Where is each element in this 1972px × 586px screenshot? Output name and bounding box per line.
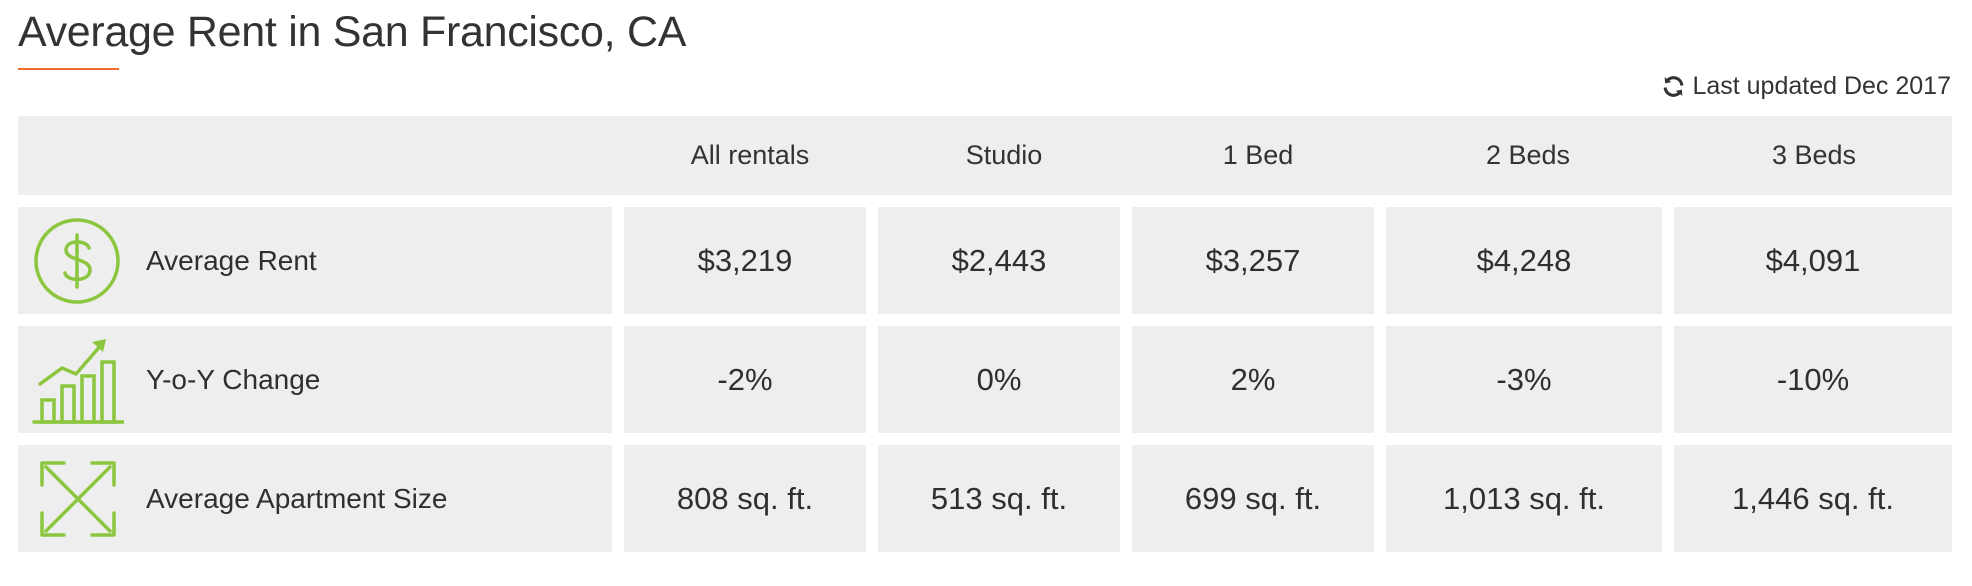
dollar-circle-icon xyxy=(34,218,120,304)
table-row-yoy-change: Y-o-Y Change -2% 0% 2% -3% -10% xyxy=(18,326,1952,433)
last-updated: Last updated Dec 2017 xyxy=(1661,72,1951,101)
table-cell-value: 699 sq. ft. xyxy=(1132,445,1374,552)
table-cell-value: $3,257 xyxy=(1132,207,1374,314)
row-label: Average Apartment Size xyxy=(146,482,448,514)
row-label-cell: Average Rent xyxy=(18,207,612,314)
table-cell-value: 808 sq. ft. xyxy=(624,445,866,552)
row-label-cell: Average Apartment Size xyxy=(18,445,612,552)
table-cell-value: 2% xyxy=(1132,326,1374,433)
table-header: All rentals Studio 1 Bed 2 Beds 3 Beds xyxy=(18,116,1952,195)
table-row-apartment-size: Average Apartment Size 808 sq. ft. 513 s… xyxy=(18,445,1952,552)
column-header-all-rentals: All rentals xyxy=(690,140,810,170)
column-header-1-bed: 1 Bed xyxy=(1222,140,1294,170)
column-header-3-beds: 3 Beds xyxy=(1771,140,1857,170)
table-cell-value: $3,219 xyxy=(624,207,866,314)
table-cell-value: -2% xyxy=(624,326,866,433)
table-row-average-rent: Average Rent $3,219 $2,443 $3,257 $4,248… xyxy=(18,207,1952,314)
row-label-cell: Y-o-Y Change xyxy=(18,326,612,433)
page-title: Average Rent in San Francisco, CA xyxy=(18,8,687,56)
row-label: Average Rent xyxy=(146,244,317,276)
table-cell-value: 1,013 sq. ft. xyxy=(1386,445,1662,552)
title-underline xyxy=(18,68,119,70)
refresh-icon xyxy=(1664,76,1684,97)
table-cell-value: $4,248 xyxy=(1386,207,1662,314)
table-cell-value: 0% xyxy=(878,326,1120,433)
table-cell-value: 1,446 sq. ft. xyxy=(1674,445,1952,552)
growth-chart-icon xyxy=(32,339,124,424)
table-cell-value: -10% xyxy=(1674,326,1952,433)
table-cell-value: 513 sq. ft. xyxy=(878,445,1120,552)
column-header-2-beds: 2 Beds xyxy=(1485,140,1571,170)
table-cell-value: -3% xyxy=(1386,326,1662,433)
row-label: Y-o-Y Change xyxy=(146,363,321,395)
column-header-studio: Studio xyxy=(965,140,1043,170)
table-cell-value: $2,443 xyxy=(878,207,1120,314)
table-cell-value: $4,091 xyxy=(1674,207,1952,314)
last-updated-text: Last updated Dec 2017 xyxy=(1692,72,1951,100)
expand-arrows-icon xyxy=(40,461,116,537)
